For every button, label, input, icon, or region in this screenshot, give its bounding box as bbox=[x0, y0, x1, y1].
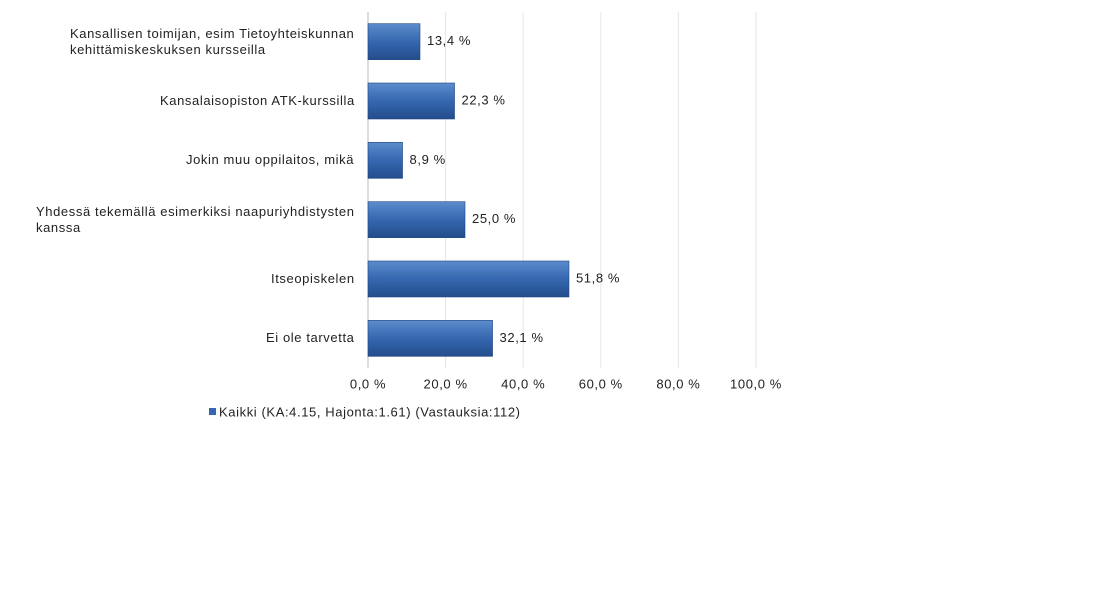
y-tick-label: Yhdessä tekemällä esimerkiksi naapuriyhd… bbox=[36, 203, 355, 235]
y-tick-label: Kansallisen toimijan, esim Tietoyhteisku… bbox=[70, 25, 355, 57]
value-label: 32,1 % bbox=[500, 330, 544, 345]
bar bbox=[367, 23, 421, 60]
x-tick-label: 20,0 % bbox=[424, 376, 468, 391]
value-label: 8,9 % bbox=[410, 152, 446, 167]
bar bbox=[367, 142, 403, 179]
y-tick-label: Kansalaisopiston ATK-kurssilla bbox=[160, 93, 355, 108]
bar bbox=[367, 201, 466, 238]
x-tick-label: 100,0 % bbox=[730, 376, 782, 391]
legend-swatch bbox=[209, 408, 216, 415]
bar bbox=[367, 320, 493, 357]
bar bbox=[367, 260, 570, 298]
y-tick-label: Ei ole tarvetta bbox=[266, 330, 355, 346]
x-tick-label: 0,0 % bbox=[350, 376, 386, 391]
y-tick-label: Itseopiskelen bbox=[271, 271, 355, 286]
y-tick-label: Jokin muu oppilaitos, mikä bbox=[186, 152, 355, 168]
value-label: 13,4 % bbox=[427, 33, 471, 48]
bar bbox=[367, 82, 455, 120]
x-tick-label: 60,0 % bbox=[579, 376, 623, 391]
x-tick-label: 40,0 % bbox=[501, 376, 545, 391]
legend-label: Kaikki (KA:4.15, Hajonta:1.61) (Vastauks… bbox=[219, 404, 521, 419]
x-tick-label: 80,0 % bbox=[656, 376, 700, 391]
value-label: 22,3 % bbox=[462, 92, 506, 107]
value-label: 51,8 % bbox=[576, 270, 620, 285]
value-label: 25,0 % bbox=[472, 211, 516, 226]
